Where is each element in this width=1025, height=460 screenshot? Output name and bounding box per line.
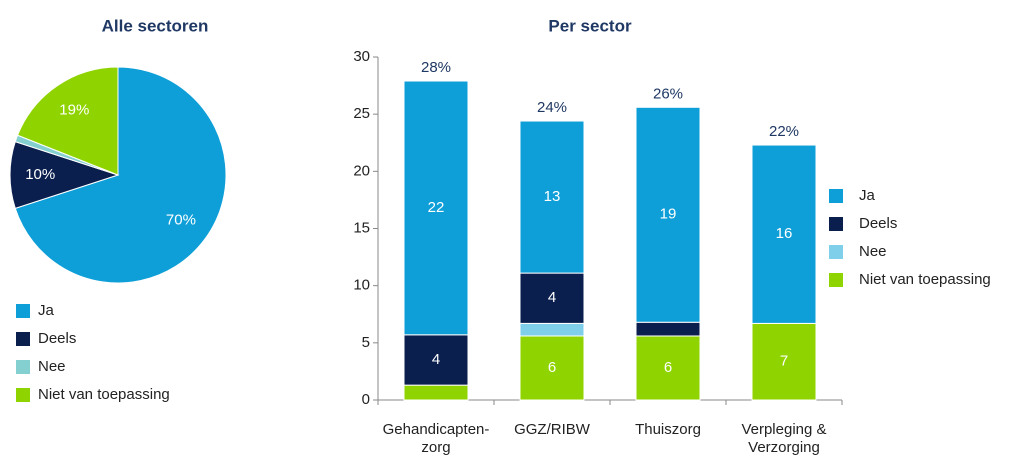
bar-segment <box>403 80 469 336</box>
data-label: 22 <box>428 199 445 216</box>
data-label: 19 <box>660 206 677 223</box>
y-tick-label: 25 <box>353 105 370 122</box>
bar-segment <box>403 384 469 401</box>
bar-segment <box>519 272 585 324</box>
bar-segment <box>635 335 701 401</box>
legend-label: Nee <box>859 243 887 260</box>
x-tick-label: zorg <box>421 439 450 456</box>
legend-swatch <box>16 304 30 318</box>
bar-segment <box>519 322 585 337</box>
x-tick-label: GGZ/RIBW <box>514 421 591 438</box>
legend-swatch <box>829 273 843 287</box>
y-tick-label: 20 <box>353 162 370 179</box>
data-label: 16 <box>776 225 793 242</box>
data-label: 4 <box>548 289 556 306</box>
total-label: 22% <box>769 123 799 140</box>
legend-label: Ja <box>38 302 55 319</box>
data-label: 7 <box>780 353 788 370</box>
y-tick-label: 5 <box>362 334 370 351</box>
bar-segment <box>635 321 701 337</box>
bar-segment <box>519 120 585 274</box>
y-tick-label: 10 <box>353 277 370 294</box>
legend-swatch <box>16 360 30 374</box>
total-label: 24% <box>537 99 567 116</box>
bar-segment <box>635 106 701 323</box>
pie-slice <box>14 66 227 284</box>
legend-swatch <box>829 189 843 203</box>
bar-segment <box>751 322 817 401</box>
total-label: 28% <box>421 59 451 76</box>
chart-title: Alle sectoren <box>102 16 209 35</box>
y-tick-label: 30 <box>353 48 370 65</box>
data-label: 70% <box>166 212 196 229</box>
x-tick-label: Thuiszorg <box>635 421 701 438</box>
x-tick-label: Verzorging <box>748 439 820 456</box>
legend-swatch <box>16 332 30 346</box>
legend-label: Niet van toepassing <box>38 386 170 403</box>
data-label: 6 <box>548 359 556 376</box>
data-label: 19% <box>59 102 89 119</box>
y-tick-label: 0 <box>362 391 370 408</box>
y-tick-label: 15 <box>353 219 370 236</box>
data-label: 4 <box>432 351 440 368</box>
bar-segment <box>519 335 585 401</box>
legend-swatch <box>829 217 843 231</box>
data-label: 10% <box>25 166 55 183</box>
chart-title: Per sector <box>548 16 632 35</box>
legend-swatch <box>829 245 843 259</box>
x-tick-label: Gehandicapten- <box>383 421 490 438</box>
legend-label: Deels <box>38 330 76 347</box>
total-label: 26% <box>653 85 683 102</box>
bar-segment <box>751 144 817 324</box>
data-label: 13 <box>544 188 561 205</box>
legend-label: Nee <box>38 358 66 375</box>
legend-swatch <box>16 388 30 402</box>
legend-label: Deels <box>859 215 897 232</box>
legend-label: Ja <box>859 187 876 204</box>
x-tick-label: Verpleging & <box>741 421 826 438</box>
data-label: 6 <box>664 359 672 376</box>
legend-label: Niet van toepassing <box>859 271 991 288</box>
pie-slice <box>16 66 119 176</box>
